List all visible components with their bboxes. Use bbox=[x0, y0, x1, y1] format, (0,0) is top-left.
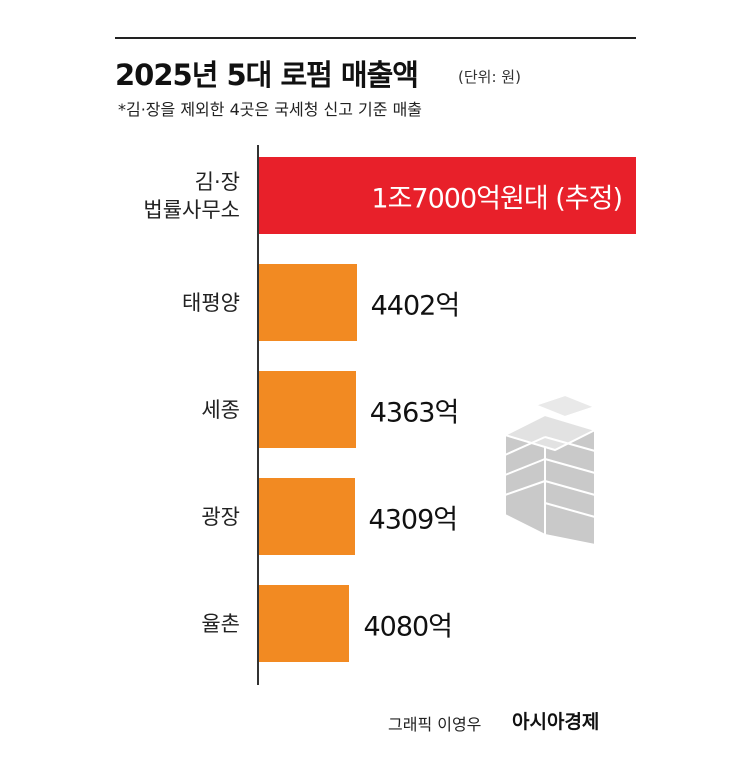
category-label: 태평양 bbox=[182, 290, 240, 315]
bar bbox=[259, 264, 357, 341]
category-label: 세종 bbox=[201, 397, 240, 422]
value-label: 4080억 bbox=[363, 611, 453, 642]
note: *김·장을 제외한 4곳은 국세청 신고 기준 매출 bbox=[118, 100, 423, 119]
credit: 그래픽 이영우 bbox=[388, 715, 482, 734]
bar bbox=[259, 157, 636, 234]
category-label: 광장 bbox=[201, 504, 240, 529]
category-label: 율촌 bbox=[201, 611, 240, 636]
unit: (단위: 원) bbox=[458, 68, 521, 86]
axis-line bbox=[257, 145, 259, 685]
value-label: 4309억 bbox=[368, 504, 459, 535]
value-label: 1조7000억원대 (추정) bbox=[371, 183, 623, 214]
value-label: 4402억 bbox=[370, 290, 461, 321]
value-label: 4363억 bbox=[369, 397, 460, 428]
chart-title: 2025년 5대 로펌 매출액 bbox=[115, 58, 419, 92]
source: 아시아경제 bbox=[512, 711, 600, 733]
category-label: 김·장 법률사무소 bbox=[143, 169, 240, 222]
bar bbox=[259, 585, 350, 662]
top-rule bbox=[115, 37, 636, 39]
bar bbox=[259, 371, 356, 448]
building-icon bbox=[502, 395, 598, 547]
bar bbox=[259, 478, 355, 555]
